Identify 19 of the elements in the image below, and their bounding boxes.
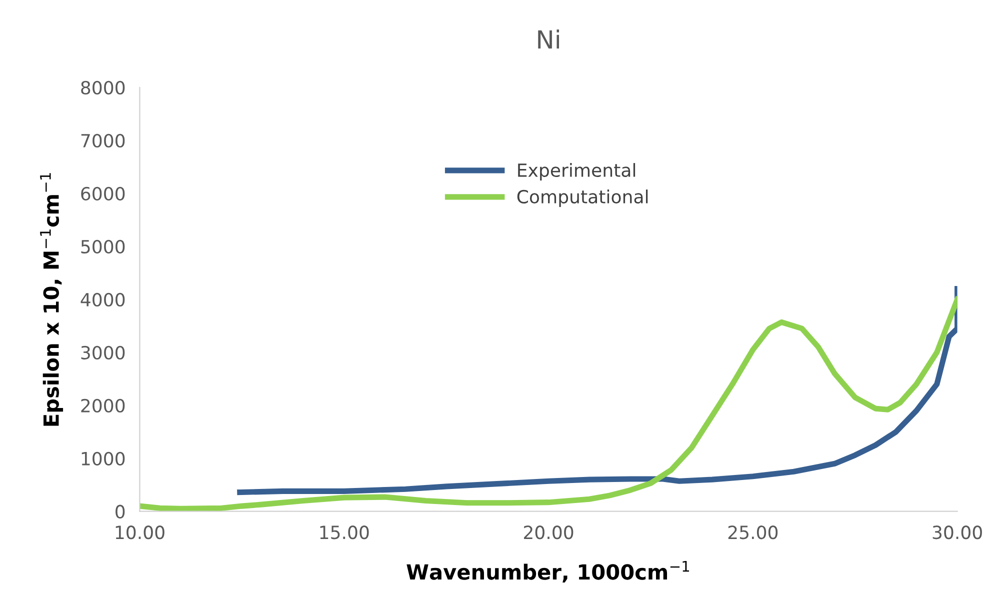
x-tick-label: 15.00 — [320, 526, 369, 540]
y-tick-label: 8000 — [81, 80, 125, 95]
x-tick-label: 20.00 — [524, 526, 574, 540]
y-tick-label: 6000 — [81, 186, 125, 201]
y-tick-label: 1000 — [82, 452, 125, 466]
y-axis-title: Epsilon x 10, M$^{−1}$cm$^{−1}$ — [40, 173, 64, 426]
x-tick-label: 10.00 — [116, 526, 164, 540]
y-tick-label: 5000 — [81, 240, 125, 254]
x-axis-title: Wavenumber, 1000cm$^{−1}$ — [406, 560, 690, 583]
legend-label: Experimental — [518, 163, 636, 181]
x-tick-label: 25.00 — [728, 526, 778, 540]
chart-title: Ni — [538, 30, 559, 49]
legend-label: Computational — [517, 190, 648, 208]
y-tick-label: 3000 — [81, 346, 125, 360]
y-tick-label: 7000 — [81, 134, 125, 148]
y-tick-label: 2000 — [81, 398, 125, 412]
y-tick-label: 4000 — [80, 292, 125, 307]
y-tick-label: 0 — [116, 504, 125, 518]
x-tick-label: 30.00 — [932, 526, 982, 540]
